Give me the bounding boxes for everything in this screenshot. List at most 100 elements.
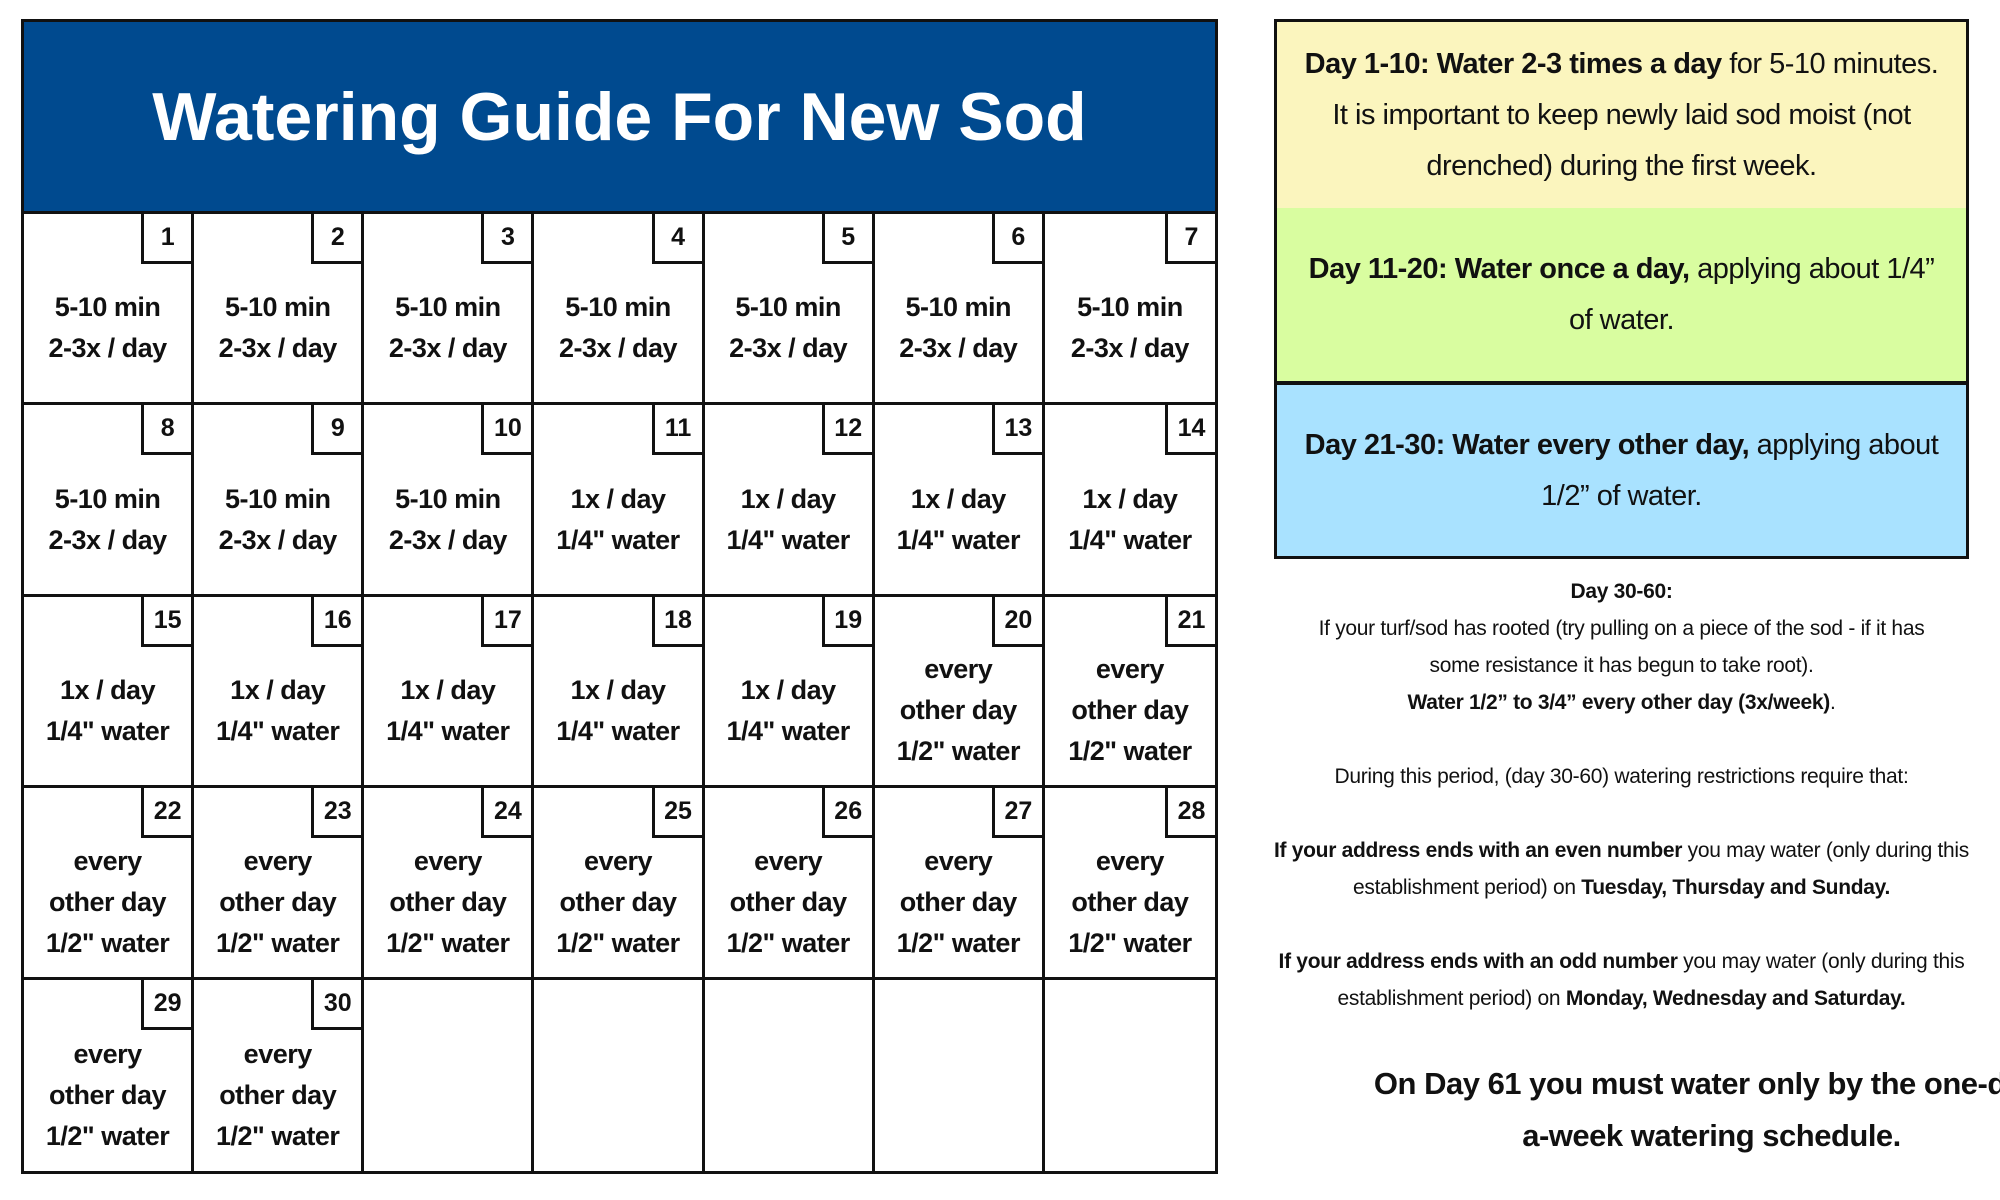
day-instruction: 1/4" water (556, 524, 680, 555)
notes-heading: Day 30-60: (1570, 580, 1673, 603)
day-instruction: 5-10 min (905, 292, 1012, 323)
day-cell: 1 5-10 min 2-3x / day (24, 214, 195, 406)
legend-text: for 5-10 minutes. It is important to kee… (1332, 47, 1939, 182)
day-number: 16 (311, 596, 362, 647)
day-instruction: other day (899, 695, 1018, 726)
day-number: 25 (651, 788, 702, 839)
notes-instruction-end: . (1830, 691, 1836, 714)
day-cell: 8 5-10 min 2-3x / day (24, 405, 195, 597)
legend-text: applying about 1/2” of water. (1541, 428, 1939, 512)
day-number: 2 (311, 214, 362, 264)
legend-heading: Day 21-30: Water every other day, (1304, 428, 1750, 461)
day-instruction: 1x / day (740, 483, 837, 514)
notes-restriction: During this period, (day 30-60) watering… (1334, 765, 1909, 788)
day-cell: 9 5-10 min 2-3x / day (194, 405, 365, 597)
day-instruction: 5-10 min (395, 292, 501, 323)
title-banner: Watering Guide For New Sod (24, 22, 1215, 214)
day-instruction: 5-10 min (54, 292, 161, 323)
day-cell: 10 5-10 min 2-3x / day (364, 405, 535, 597)
day-number: 8 (141, 405, 192, 456)
day-instruction: 1/2" water (386, 927, 510, 958)
day-instruction: 1x / day (570, 483, 666, 514)
watering-calendar: Watering Guide For New Sod 1 5-10 min 2-3x… (21, 19, 1218, 1174)
day-instruction: other day (729, 886, 848, 917)
day-instruction: 1/4" water (726, 524, 850, 555)
day-instruction: 2-3x / day (218, 333, 338, 364)
day-number: 27 (991, 788, 1042, 839)
day-number: 24 (481, 788, 532, 839)
day-instruction: 2-3x / day (48, 333, 168, 364)
day-cell: 19 1x / day 1/4" water (704, 596, 875, 789)
day-instruction: other day (899, 886, 1018, 917)
day-instruction: 1x / day (60, 674, 156, 705)
day-number: 28 (1164, 788, 1215, 839)
day-30-60-notes: Day 30-60: If your turf/sod has rooted (… (1274, 573, 1969, 1017)
day-number: 19 (821, 596, 872, 647)
day-number: 21 (1164, 596, 1215, 647)
day-instruction: other day (1071, 886, 1189, 917)
day-instruction: every (583, 845, 653, 876)
empty-cell (875, 979, 1045, 1171)
empty-cell (364, 979, 535, 1171)
day-instruction: 2-3x / day (899, 333, 1018, 364)
day-instruction: other day (1071, 695, 1189, 726)
day-cell: 7 5-10 min 2-3x / day (1044, 214, 1215, 406)
day-instruction: 1/2" water (45, 927, 170, 958)
day-instruction: every (73, 1038, 143, 1069)
empty-cell (1045, 980, 1215, 1171)
day-instruction: other day (49, 1079, 167, 1110)
day-instruction: 2-3x / day (388, 333, 508, 364)
day-instruction: every (924, 845, 993, 876)
even-rule-text: you may water (only during this establis… (1352, 839, 1969, 899)
day-instruction: 1/4" water (1068, 524, 1192, 555)
day-instruction: 2-3x / day (1070, 333, 1190, 364)
day-cell: 25 every other day 1/2" water (534, 788, 705, 980)
day-cell: 6 5-10 min 2-3x / day (874, 214, 1045, 406)
day-number: 5 (821, 214, 872, 264)
notes-odd-rule: If your address ends with an odd number … (1274, 943, 1969, 1017)
day-cell: 27 every other day 1/2" water (874, 788, 1045, 980)
day-instruction: every (924, 654, 993, 685)
day-number: 29 (141, 979, 192, 1030)
day-number: 14 (1164, 405, 1215, 456)
day-instruction: 5-10 min (735, 292, 841, 323)
day-cell: 12 1x / day 1/4" water (704, 405, 875, 597)
day-instruction: every (1095, 845, 1165, 876)
day-cell: 15 1x / day 1/4" water (24, 596, 195, 789)
day-instruction: 1/4" water (556, 715, 680, 746)
day-cell: 2 5-10 min 2-3x / day (194, 214, 365, 406)
day-instruction: every (73, 845, 143, 876)
day-cell: 3 5-10 min 2-3x / day (364, 214, 535, 406)
day-instruction: 1/2" water (216, 1120, 340, 1151)
day-cell: 13 1x / day 1/4" water (874, 405, 1045, 597)
legend-day-11-20: Day 11-20: Water once a day, applying ab… (1274, 208, 1969, 384)
day-number: 6 (991, 214, 1042, 264)
day-instruction: every (1095, 654, 1165, 685)
day-instruction: 1x / day (1082, 483, 1178, 514)
day-instruction: 5-10 min (395, 483, 501, 514)
day-number: 15 (141, 596, 192, 647)
day-cell: 28 every other day 1/2" water (1044, 788, 1215, 980)
day-instruction: 1/2" water (896, 736, 1021, 767)
day-instruction: 1x / day (400, 674, 496, 705)
day-number: 30 (311, 979, 362, 1030)
legend-heading: Day 1-10: Water 2-3 times a day (1304, 47, 1723, 80)
day-instruction: 2-3x / day (558, 333, 678, 364)
day-cell: 26 every other day 1/2" water (704, 788, 875, 980)
day-cell: 30 every other day 1/2" water (194, 979, 365, 1171)
odd-rule-days: Monday, Wednesday and Saturday. (1565, 987, 1906, 1010)
day-cell: 16 1x / day 1/4" water (194, 596, 365, 789)
day-cell: 29 every other day 1/2" water (24, 979, 195, 1171)
day-instruction: 1x / day (910, 483, 1007, 514)
day-cell: 20 every other day 1/2" water (874, 596, 1045, 789)
day-number: 22 (141, 788, 192, 839)
day-cell: 22 every other day 1/2" water (24, 788, 195, 980)
day-instruction: 5-10 min (1077, 292, 1183, 323)
day-instruction: 1/2" water (45, 1120, 170, 1151)
odd-rule-text: you may water (only during this establis… (1337, 950, 1965, 1010)
day-instruction: 2-3x / day (388, 524, 508, 555)
day-61-notice: On Day 61 you must water only by the one… (1373, 1066, 2000, 1153)
even-rule-days: Tuesday, Thursday and Sunday. (1581, 876, 1890, 899)
day-number: 23 (311, 788, 362, 839)
day-instruction: 1/4" water (726, 715, 850, 746)
